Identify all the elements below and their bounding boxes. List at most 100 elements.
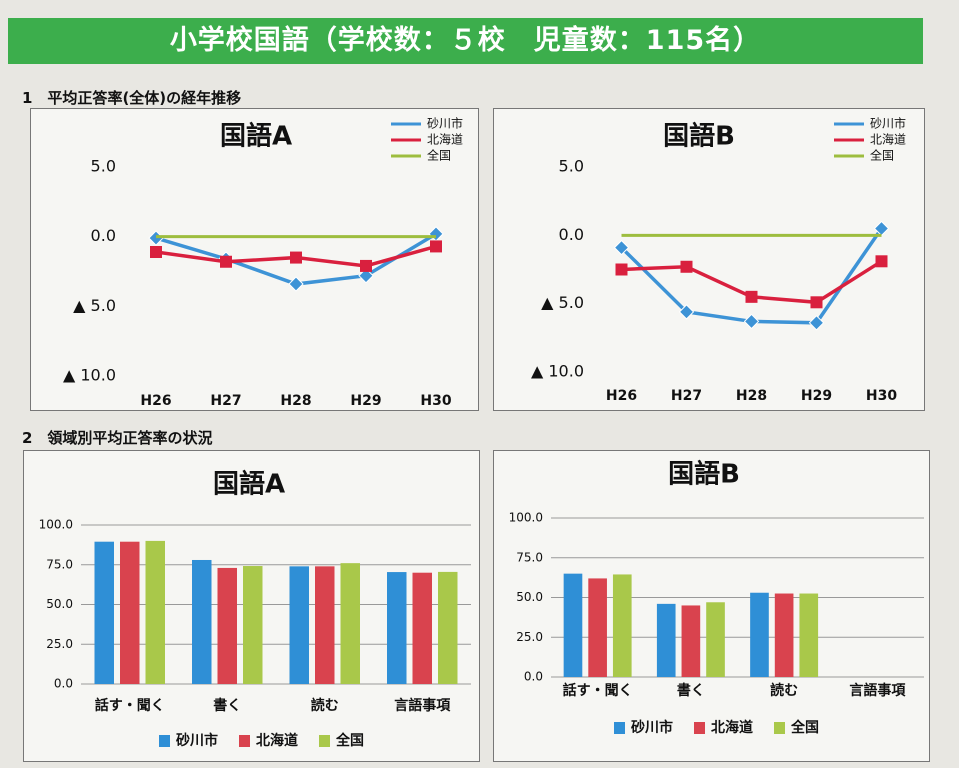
bar xyxy=(289,566,309,684)
y-tick-label: 100.0 xyxy=(509,511,543,525)
legend-label: 砂川市 xyxy=(870,116,906,131)
marker xyxy=(808,315,825,331)
y-tick-label: 5.0 xyxy=(559,157,584,176)
chart-panel: 国語B 5.0 0.0 ▲ 5.0 ▲ 10.0 H26 H27 H28 H29 H30 砂川市 北海… xyxy=(493,108,925,411)
legend-swatch xyxy=(239,735,250,747)
y-tick-label: ▲ 10.0 xyxy=(63,366,116,385)
marker xyxy=(678,304,695,320)
x-tick-label: 言語事項 xyxy=(394,697,451,714)
series-line xyxy=(620,227,883,325)
y-tick-label: 0.0 xyxy=(559,225,584,244)
chart-title: 国語B xyxy=(668,459,740,490)
bar xyxy=(612,574,632,677)
x-tick-label: 読む xyxy=(311,697,339,714)
bar xyxy=(588,578,607,677)
legend-label: 砂川市 xyxy=(175,732,218,749)
marker xyxy=(745,290,758,303)
bar xyxy=(387,572,407,684)
x-tick-label: 言語事項 xyxy=(849,682,906,699)
y-tick-label: ▲ 10.0 xyxy=(531,362,584,381)
marker xyxy=(810,296,823,309)
y-tick-label: 100.0 xyxy=(39,518,73,532)
legend-label: 全国 xyxy=(790,719,819,736)
bar xyxy=(340,563,360,684)
marker xyxy=(430,240,442,253)
chart-title: 国語B xyxy=(663,121,735,152)
x-tick-label: H26 xyxy=(140,393,171,409)
marker xyxy=(360,259,372,272)
marker xyxy=(358,267,374,284)
bar xyxy=(681,605,701,677)
legend-label: 砂川市 xyxy=(427,116,463,131)
x-tick-label: H30 xyxy=(866,388,897,404)
bar xyxy=(94,541,114,684)
marker xyxy=(680,260,693,273)
section-heading: 2 領域別平均正答率の状況 xyxy=(22,429,213,447)
x-tick-label: 読む xyxy=(770,682,798,699)
chart: 国語B 5.0 0.0 ▲ 5.0 ▲ 10.0 H26 H27 H28 H29 H30 砂川市北海… xyxy=(531,116,906,405)
legend-swatch xyxy=(694,722,705,734)
x-tick-label: H28 xyxy=(280,393,311,409)
bar xyxy=(145,540,165,684)
page-title: 小学校国語（学校数：５校 児童数：115名） xyxy=(8,18,923,64)
marker xyxy=(288,276,304,292)
marker xyxy=(743,313,760,330)
x-tick-label: 書く xyxy=(677,682,705,699)
x-tick-label: H29 xyxy=(801,388,832,404)
x-tick-label: 書く xyxy=(213,697,241,714)
y-tick-label: 75.0 xyxy=(46,557,73,571)
y-tick-label: 5.0 xyxy=(91,157,116,176)
y-tick-label: 25.0 xyxy=(516,630,543,644)
y-tick-label: 50.0 xyxy=(46,597,73,611)
marker xyxy=(615,263,628,276)
marker xyxy=(613,239,630,256)
x-tick-label: 話す・聞く xyxy=(95,697,165,714)
legend-label: 北海道 xyxy=(427,132,463,147)
x-tick-label: H28 xyxy=(736,388,767,404)
y-tick-label: 0.0 xyxy=(54,677,73,691)
legend-label: 全国 xyxy=(427,148,451,163)
legend-label: 全国 xyxy=(335,732,364,749)
x-tick-label: H29 xyxy=(350,393,381,409)
x-tick-label: H27 xyxy=(671,388,702,404)
bar xyxy=(217,567,237,684)
bar xyxy=(315,566,335,684)
chart-panel: 国語A 5.0 0.0 ▲ 5.0 ▲ 10.0 H26 H27 H28 H29 H30 砂川市 北海… xyxy=(30,108,479,411)
legend-label: 北海道 xyxy=(870,132,906,147)
y-tick-label: 50.0 xyxy=(516,590,543,604)
bar xyxy=(412,572,432,684)
bar xyxy=(120,541,140,684)
chart-panel: 国語A 0.0 25.0 50.0 75.0 100.0 話す・聞く 書く 読む 言語事項 砂川市 北… xyxy=(23,450,480,762)
legend-label: 北海道 xyxy=(711,719,753,736)
legend-swatch xyxy=(319,735,330,747)
y-tick-label: 25.0 xyxy=(46,637,73,651)
bar xyxy=(438,571,458,684)
bar xyxy=(563,573,583,677)
marker xyxy=(875,255,888,268)
x-tick-label: H27 xyxy=(210,393,241,409)
y-tick-label: ▲ 5.0 xyxy=(541,293,584,312)
marker xyxy=(220,255,232,268)
chart: 国語A 5.0 0.0 ▲ 5.0 ▲ 10.0 H26 H27 H28 H29 H30 砂川市北海… xyxy=(63,116,463,410)
legend-swatch xyxy=(774,722,785,734)
legend-label: 全国 xyxy=(870,148,894,163)
y-tick-label: ▲ 5.0 xyxy=(73,296,116,315)
x-tick-label: H30 xyxy=(420,393,451,409)
chart-panel: 国語B 0.0 25.0 50.0 75.0 100.0 話す・聞く 書く 読む 言語事項 砂川市 北… xyxy=(493,450,930,762)
section-heading: 1 平均正答率(全体)の経年推移 xyxy=(22,89,242,107)
legend-swatch xyxy=(159,735,170,747)
bar xyxy=(706,602,725,677)
bar xyxy=(799,593,819,677)
legend-swatch xyxy=(614,722,625,734)
bar xyxy=(243,566,263,684)
marker xyxy=(150,245,162,258)
y-tick-label: 0.0 xyxy=(524,670,543,684)
bar xyxy=(750,592,769,677)
legend-label: 北海道 xyxy=(256,732,298,749)
y-tick-label: 0.0 xyxy=(91,226,116,245)
bar xyxy=(656,603,676,677)
legend-label: 砂川市 xyxy=(630,719,673,736)
